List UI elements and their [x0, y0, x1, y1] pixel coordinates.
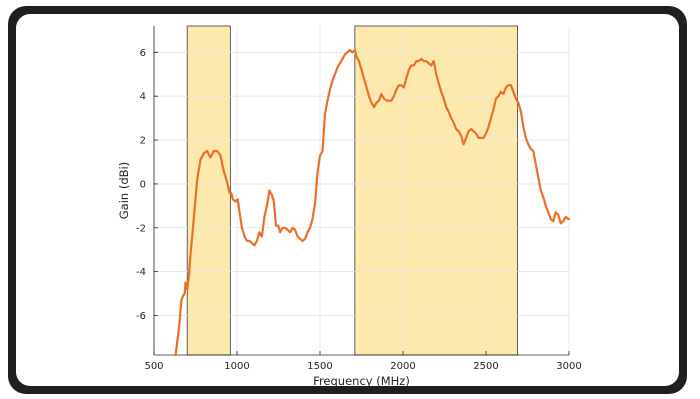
y-tick-label: 6: [140, 48, 146, 59]
y-tick-label: 0: [140, 179, 146, 190]
chart-panel: 500 1000 1500 2000 2500 3000 -6 -4 -2 0 2 4 6 Freque…: [16, 14, 679, 386]
band-1: [186, 25, 231, 356]
device-frame: 500 1000 1500 2000 2500 3000 -6 -4 -2 0 2 4 6 Freque…: [8, 6, 687, 394]
x-tick-label: 3000: [556, 361, 581, 372]
axes-layer: [153, 26, 569, 356]
x-tick-label: 2000: [390, 361, 415, 372]
y-axis-label: Gain (dBi): [117, 162, 131, 219]
x-tick-label: 1500: [307, 361, 332, 372]
gain-chart: 500 1000 1500 2000 2500 3000 -6 -4 -2 0 2 4 6 Freque…: [117, 25, 582, 386]
line-layer: [174, 48, 571, 357]
y-tick-label: -2: [136, 223, 146, 234]
x-tick-label: 2500: [473, 361, 498, 372]
grid-layer: [153, 26, 570, 355]
y-tick-label: -6: [136, 311, 146, 322]
series-line-1: [174, 48, 571, 357]
x-tick-label: 1000: [224, 361, 249, 372]
x-axis-label: Frequency (MHz): [313, 374, 410, 386]
bands-layer: [186, 25, 518, 356]
y-tick-label: 4: [140, 92, 146, 103]
tick-layer: 500 1000 1500 2000 2500 3000 -6 -4 -2 0 2 4 6: [136, 48, 582, 372]
y-tick-label: -4: [136, 267, 146, 278]
x-tick-label: 500: [144, 361, 163, 372]
band-2: [354, 25, 518, 356]
y-tick-label: 2: [140, 136, 146, 147]
